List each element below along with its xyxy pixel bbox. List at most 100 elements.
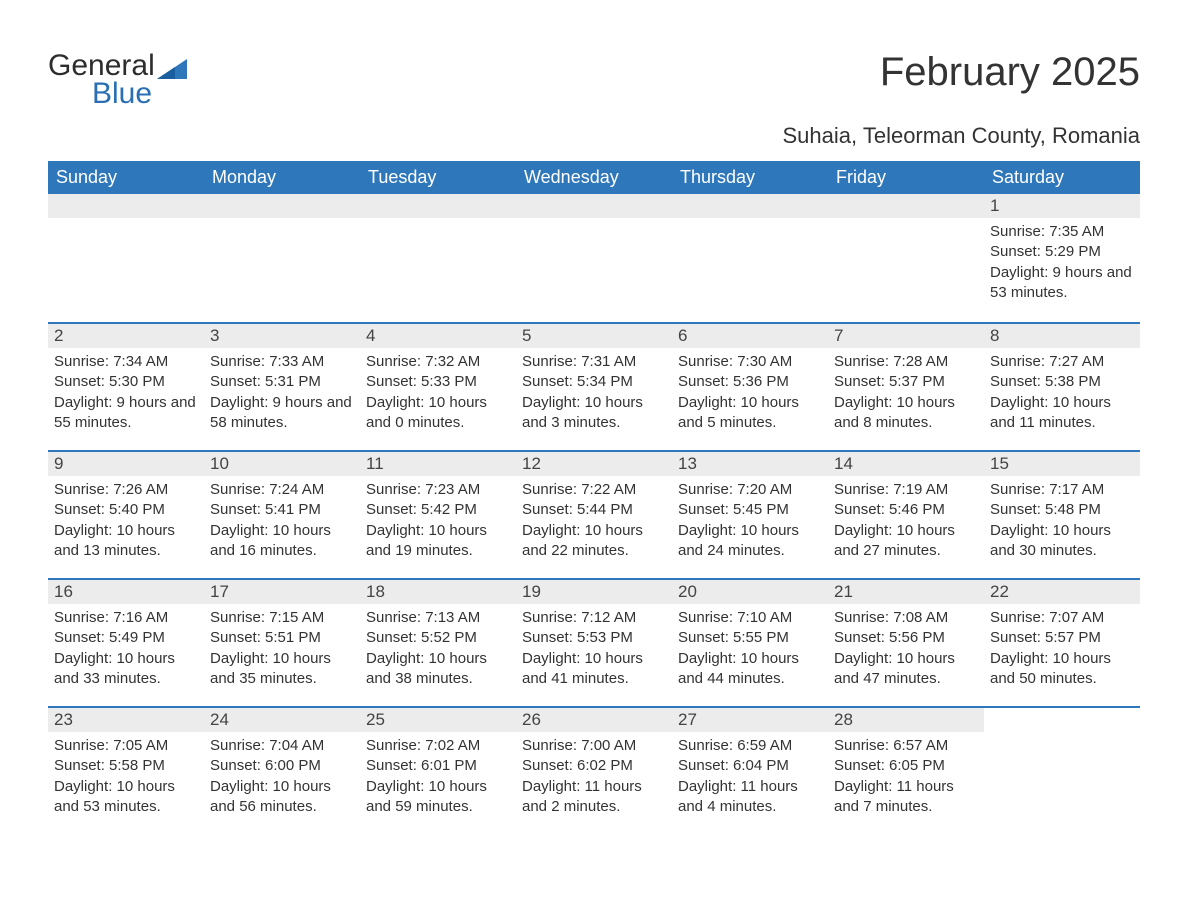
calendar-day-cell: 26Sunrise: 7:00 AMSunset: 6:02 PMDayligh… <box>516 706 672 834</box>
daylight-line: Daylight: 11 hours and 2 minutes. <box>522 777 666 818</box>
sunset-line-value: 5:48 PM <box>1045 501 1101 518</box>
sunrise-line-label: Sunrise: <box>990 353 1045 370</box>
sunset-line-value: 5:51 PM <box>265 629 321 646</box>
sunset-line: Sunset: 6:05 PM <box>834 756 978 776</box>
daylight-line: Daylight: 10 hours and 27 minutes. <box>834 521 978 562</box>
sunrise-line-value: 7:20 AM <box>737 481 792 498</box>
calendar-week-row: 16Sunrise: 7:16 AMSunset: 5:49 PMDayligh… <box>48 578 1140 706</box>
daylight-line-label: Daylight: <box>834 394 892 411</box>
sunset-line-value: 6:04 PM <box>733 757 789 774</box>
sunrise-line-value: 7:24 AM <box>269 481 324 498</box>
sunset-line-value: 5:37 PM <box>889 373 945 390</box>
sunrise-line: Sunrise: 7:04 AM <box>210 736 354 756</box>
day-number: 4 <box>360 322 516 348</box>
sunrise-line: Sunrise: 7:22 AM <box>522 480 666 500</box>
sunrise-line: Sunrise: 7:31 AM <box>522 352 666 372</box>
daylight-line: Daylight: 10 hours and 0 minutes. <box>366 393 510 434</box>
sunset-line: Sunset: 5:42 PM <box>366 500 510 520</box>
sunrise-line: Sunrise: 6:57 AM <box>834 736 978 756</box>
sunset-line: Sunset: 5:44 PM <box>522 500 666 520</box>
sunrise-line: Sunrise: 7:28 AM <box>834 352 978 372</box>
calendar-day-cell: 1Sunrise: 7:35 AMSunset: 5:29 PMDaylight… <box>984 194 1140 322</box>
daylight-line-label: Daylight: <box>522 778 580 795</box>
sunrise-line-value: 7:05 AM <box>113 737 168 754</box>
daylight-line: Daylight: 10 hours and 33 minutes. <box>54 649 198 690</box>
sunset-line-label: Sunset: <box>366 501 417 518</box>
sunset-line-value: 5:44 PM <box>577 501 633 518</box>
sunset-line: Sunset: 5:52 PM <box>366 628 510 648</box>
day-body: Sunrise: 7:19 AMSunset: 5:46 PMDaylight:… <box>828 476 984 561</box>
sunrise-line-value: 7:32 AM <box>425 353 480 370</box>
sunrise-line-label: Sunrise: <box>54 609 109 626</box>
weekday-header: Thursday <box>672 161 828 194</box>
day-body: Sunrise: 7:33 AMSunset: 5:31 PMDaylight:… <box>204 348 360 433</box>
sunrise-line-label: Sunrise: <box>210 737 265 754</box>
sunset-line-label: Sunset: <box>522 757 573 774</box>
sunrise-line: Sunrise: 7:10 AM <box>678 608 822 628</box>
daylight-line: Daylight: 11 hours and 7 minutes. <box>834 777 978 818</box>
sunrise-line: Sunrise: 7:16 AM <box>54 608 198 628</box>
sunset-line-value: 5:42 PM <box>421 501 477 518</box>
sunset-line: Sunset: 5:29 PM <box>990 242 1134 262</box>
daylight-line: Daylight: 10 hours and 35 minutes. <box>210 649 354 690</box>
sunrise-line-value: 6:57 AM <box>893 737 948 754</box>
daylight-line-label: Daylight: <box>54 650 112 667</box>
calendar-table: SundayMondayTuesdayWednesdayThursdayFrid… <box>48 161 1140 834</box>
sunrise-line: Sunrise: 7:05 AM <box>54 736 198 756</box>
sunset-line-value: 5:40 PM <box>109 501 165 518</box>
day-number: 15 <box>984 450 1140 476</box>
sunrise-line: Sunrise: 7:07 AM <box>990 608 1134 628</box>
daylight-line: Daylight: 9 hours and 55 minutes. <box>54 393 198 434</box>
calendar-day-cell: 2Sunrise: 7:34 AMSunset: 5:30 PMDaylight… <box>48 322 204 450</box>
day-number: 5 <box>516 322 672 348</box>
sunset-line-label: Sunset: <box>366 629 417 646</box>
calendar-blank-cell <box>828 194 984 322</box>
day-number: 11 <box>360 450 516 476</box>
day-body: Sunrise: 7:20 AMSunset: 5:45 PMDaylight:… <box>672 476 828 561</box>
calendar-day-cell: 16Sunrise: 7:16 AMSunset: 5:49 PMDayligh… <box>48 578 204 706</box>
sunrise-line: Sunrise: 7:15 AM <box>210 608 354 628</box>
day-number: 10 <box>204 450 360 476</box>
page: General Blue February 2025 Suhaia, Teleo… <box>0 0 1188 874</box>
calendar-day-cell: 20Sunrise: 7:10 AMSunset: 5:55 PMDayligh… <box>672 578 828 706</box>
sunrise-line-label: Sunrise: <box>834 353 889 370</box>
calendar-blank-cell <box>360 194 516 322</box>
calendar-day-cell: 27Sunrise: 6:59 AMSunset: 6:04 PMDayligh… <box>672 706 828 834</box>
day-body <box>828 218 984 318</box>
sunset-line-value: 5:49 PM <box>109 629 165 646</box>
day-number: 22 <box>984 578 1140 604</box>
day-body <box>204 218 360 318</box>
header: General Blue February 2025 <box>48 50 1140 109</box>
day-number: 1 <box>984 194 1140 218</box>
sunrise-line-value: 7:31 AM <box>581 353 636 370</box>
day-body: Sunrise: 7:32 AMSunset: 5:33 PMDaylight:… <box>360 348 516 433</box>
sunrise-line-value: 7:13 AM <box>425 609 480 626</box>
calendar-day-cell: 17Sunrise: 7:15 AMSunset: 5:51 PMDayligh… <box>204 578 360 706</box>
day-number: 7 <box>828 322 984 348</box>
daylight-line: Daylight: 10 hours and 47 minutes. <box>834 649 978 690</box>
brand-logo: General Blue <box>48 50 187 109</box>
day-body: Sunrise: 7:15 AMSunset: 5:51 PMDaylight:… <box>204 604 360 689</box>
weekday-header: Saturday <box>984 161 1140 194</box>
daylight-line: Daylight: 10 hours and 8 minutes. <box>834 393 978 434</box>
sunrise-line: Sunrise: 7:33 AM <box>210 352 354 372</box>
sunset-line-label: Sunset: <box>366 757 417 774</box>
sunset-line: Sunset: 5:34 PM <box>522 372 666 392</box>
calendar-week-row: 1Sunrise: 7:35 AMSunset: 5:29 PMDaylight… <box>48 194 1140 322</box>
sunrise-line-value: 7:27 AM <box>1049 353 1104 370</box>
sunrise-line-value: 7:23 AM <box>425 481 480 498</box>
sunset-line-label: Sunset: <box>210 373 261 390</box>
sunrise-line-value: 7:30 AM <box>737 353 792 370</box>
daylight-line-label: Daylight: <box>54 522 112 539</box>
day-number: 26 <box>516 706 672 732</box>
sunset-line: Sunset: 6:00 PM <box>210 756 354 776</box>
weekday-header: Monday <box>204 161 360 194</box>
day-body: Sunrise: 7:10 AMSunset: 5:55 PMDaylight:… <box>672 604 828 689</box>
sunrise-line: Sunrise: 7:32 AM <box>366 352 510 372</box>
day-number: 18 <box>360 578 516 604</box>
sunrise-line: Sunrise: 7:08 AM <box>834 608 978 628</box>
location-subtitle: Suhaia, Teleorman County, Romania <box>48 123 1140 149</box>
calendar-day-cell: 3Sunrise: 7:33 AMSunset: 5:31 PMDaylight… <box>204 322 360 450</box>
sunset-line: Sunset: 5:38 PM <box>990 372 1134 392</box>
daylight-line-label: Daylight: <box>678 778 736 795</box>
